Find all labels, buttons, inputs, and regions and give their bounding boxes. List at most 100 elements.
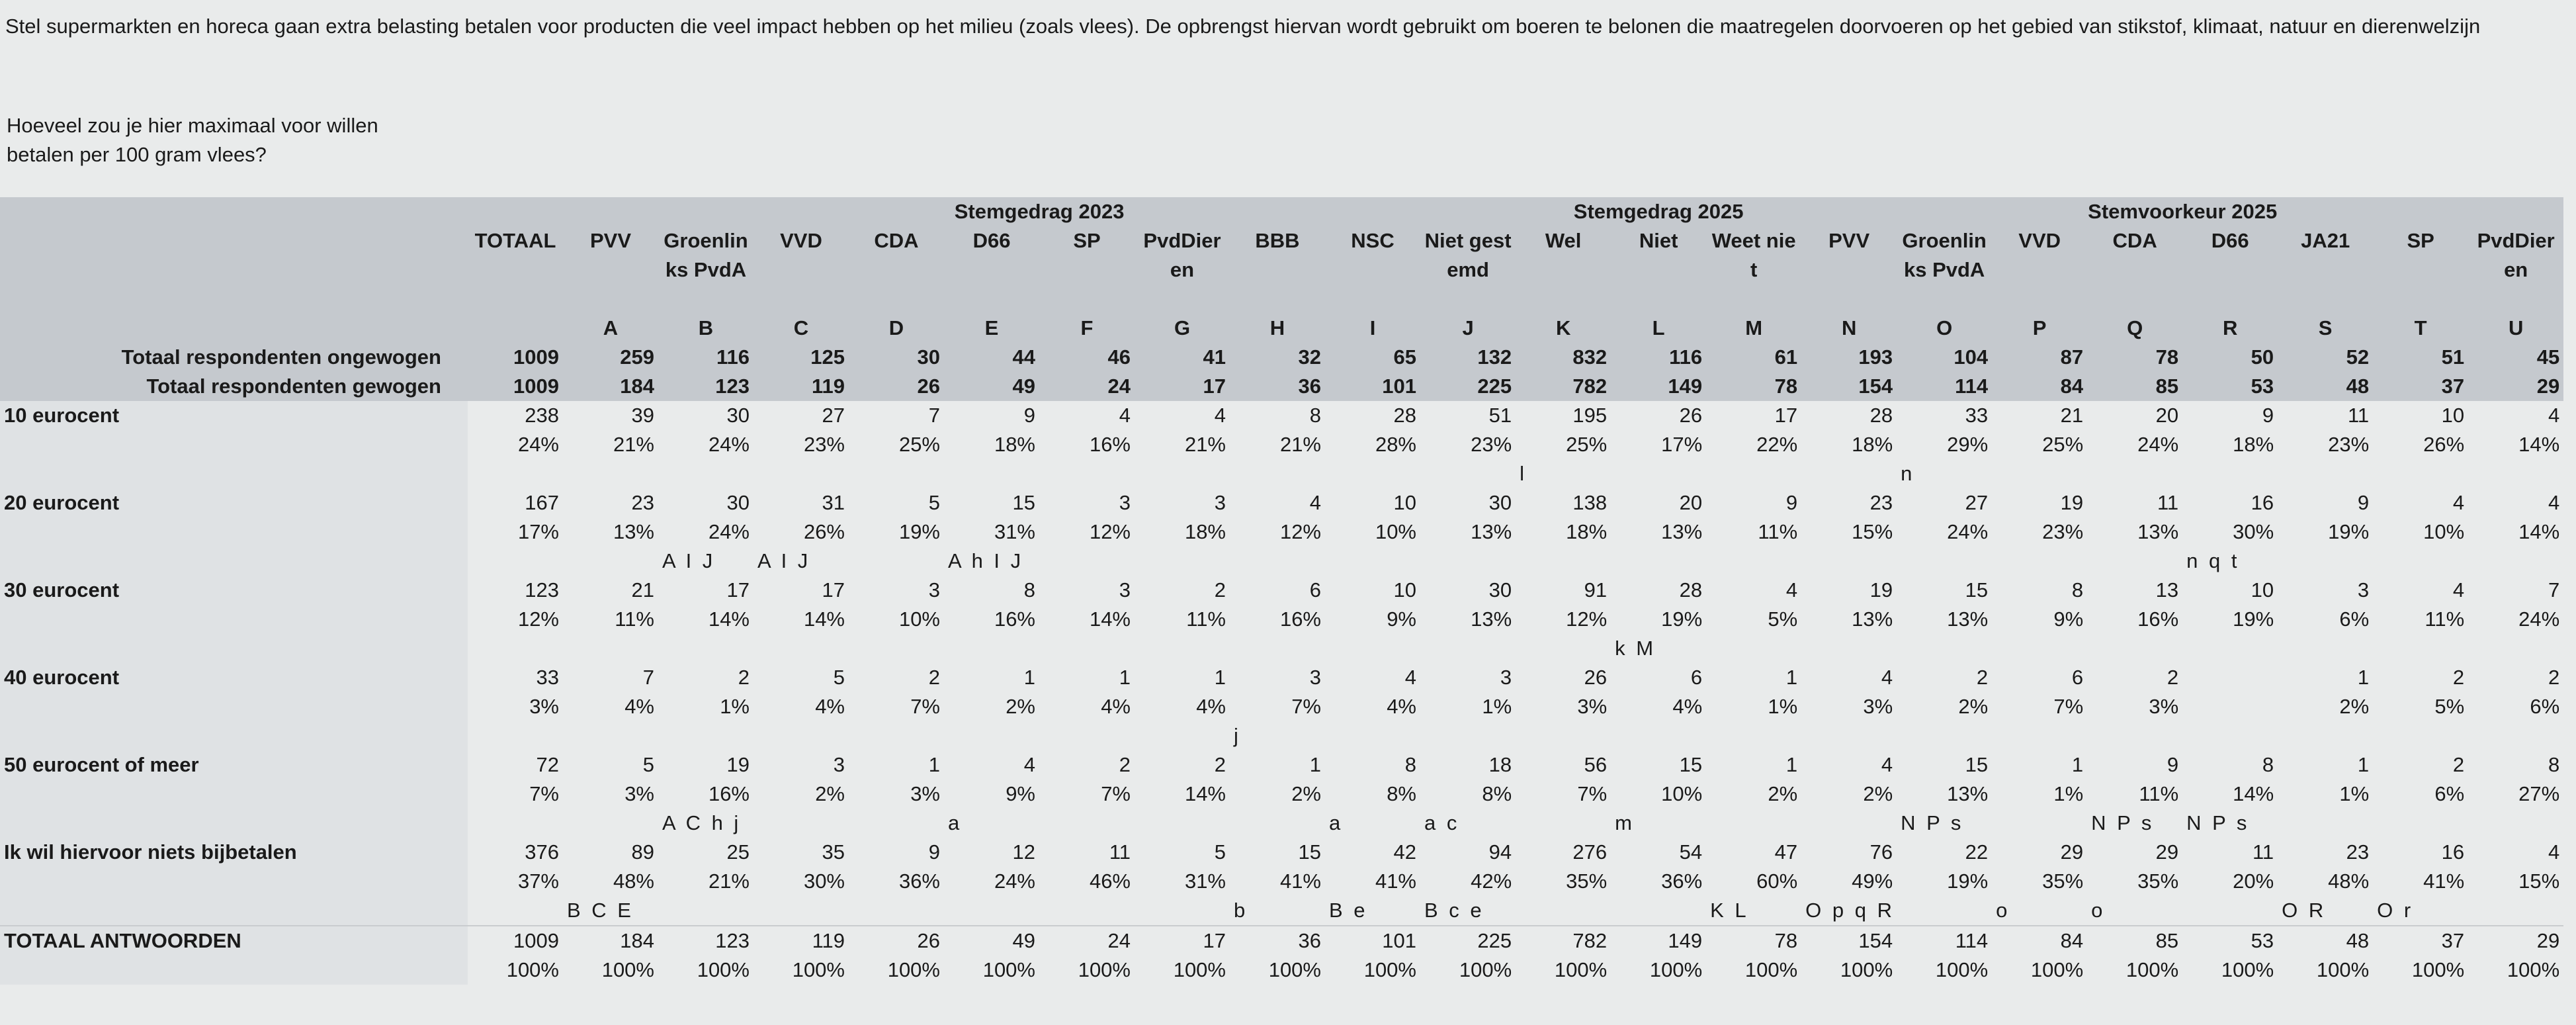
significance-cell: m bbox=[1615, 811, 1635, 834]
column-name: SP bbox=[2373, 226, 2469, 314]
significance-cell bbox=[1420, 547, 1516, 576]
intro-text: Stel supermarkten en horeca gaan extra b… bbox=[5, 15, 2481, 38]
base-value: 53 bbox=[2182, 372, 2278, 401]
significance-cell: A C h j bbox=[662, 811, 742, 834]
count-cell: 4 bbox=[2548, 840, 2560, 864]
base-value: 154 bbox=[1801, 372, 1897, 401]
count-cell: 7 bbox=[928, 404, 940, 427]
significance-cell bbox=[2468, 809, 2563, 838]
total-count: 101 bbox=[1325, 925, 1420, 956]
percent-cell: 1% bbox=[720, 695, 750, 718]
significance-cell bbox=[1801, 809, 1897, 838]
total-count: 49 bbox=[944, 925, 1039, 956]
column-name: Wel bbox=[1516, 226, 1611, 314]
count-cell: 4 bbox=[2548, 404, 2560, 427]
sig-row: j bbox=[0, 721, 2563, 750]
percent-cell: 13% bbox=[1471, 520, 1512, 543]
count-cell: 6 bbox=[1309, 578, 1321, 602]
count-cell: 7 bbox=[2548, 578, 2560, 602]
blank-cell bbox=[0, 605, 468, 634]
column-letter: H bbox=[1230, 314, 1325, 343]
percent-cell: 6% bbox=[2339, 607, 2370, 631]
percent-cell: 4% bbox=[1101, 695, 1131, 718]
column-name: CDA bbox=[2087, 226, 2183, 314]
total-percent: 100% bbox=[1363, 958, 1416, 981]
total-percent: 100% bbox=[2221, 958, 2274, 981]
percent-cell: 24% bbox=[517, 433, 559, 456]
significance-cell bbox=[1706, 459, 1801, 488]
significance-cell: O p q R bbox=[1805, 899, 1895, 922]
percent-cell: 11% bbox=[1758, 520, 1798, 543]
percent-cell: 11% bbox=[2425, 607, 2465, 631]
significance-cell bbox=[468, 634, 563, 663]
significance-cell: A I J bbox=[757, 549, 811, 572]
percent-cell: 7% bbox=[1101, 782, 1131, 805]
significance-cell bbox=[1516, 721, 1611, 750]
significance-cell bbox=[1801, 721, 1897, 750]
base-value: 116 bbox=[658, 343, 753, 372]
percent-cell: 15% bbox=[1852, 520, 1893, 543]
percent-cell: 1% bbox=[1482, 695, 1512, 718]
count-cell: 4 bbox=[2452, 578, 2465, 602]
significance-cell: O R bbox=[2282, 899, 2327, 922]
total-percent: 100% bbox=[2411, 958, 2465, 981]
count-cell: 2 bbox=[928, 666, 940, 689]
percent-cell: 14% bbox=[708, 607, 750, 631]
significance-cell bbox=[944, 459, 1039, 488]
total-percent: 100% bbox=[2316, 958, 2370, 981]
base-value: 24 bbox=[1039, 372, 1135, 401]
percent-cell: 9% bbox=[1006, 782, 1035, 805]
base-value: 29 bbox=[2468, 372, 2564, 401]
count-cell: 1 bbox=[2357, 666, 2370, 689]
count-cell: 26 bbox=[1584, 666, 1608, 689]
column-letter: K bbox=[1516, 314, 1611, 343]
percent-cell: 6% bbox=[2434, 782, 2465, 805]
column-name: BBB bbox=[1230, 226, 1325, 314]
column-name: PVV bbox=[563, 226, 658, 314]
percent-cell: 19% bbox=[2328, 520, 2370, 543]
significance-cell: o bbox=[2091, 899, 2106, 922]
percent-cell: 24% bbox=[2518, 607, 2560, 631]
percent-cell: 31% bbox=[1184, 869, 1226, 893]
percent-cell bbox=[2182, 692, 2278, 721]
percent-cell: 25% bbox=[898, 433, 940, 456]
percent-cell: 60% bbox=[1756, 869, 1798, 893]
significance-cell bbox=[468, 459, 563, 488]
count-cell: 4 bbox=[1404, 666, 1416, 689]
count-cell: 3 bbox=[2357, 578, 2370, 602]
percent-cell: 21% bbox=[1279, 433, 1321, 456]
base-value: 48 bbox=[2278, 372, 2374, 401]
column-name: VVD bbox=[753, 226, 849, 314]
count-cell: 3 bbox=[833, 753, 845, 776]
significance-cell bbox=[849, 721, 944, 750]
count-cell: 4 bbox=[1023, 753, 1035, 776]
significance-cell bbox=[468, 896, 563, 926]
percent-cell: 7% bbox=[1291, 695, 1321, 718]
significance-cell: l bbox=[1520, 462, 1527, 485]
column-letter: L bbox=[1611, 314, 1707, 343]
significance-cell bbox=[658, 459, 753, 488]
column-name: SP bbox=[1039, 226, 1135, 314]
significance-cell bbox=[563, 547, 658, 576]
significance-cell bbox=[849, 634, 944, 663]
significance-cell bbox=[1135, 896, 1230, 926]
column-name: TOTAAL bbox=[468, 226, 563, 314]
total-count: 26 bbox=[849, 925, 944, 956]
base-value: 52 bbox=[2278, 343, 2374, 372]
percent-cell: 3% bbox=[624, 782, 654, 805]
significance-cell: B c e bbox=[1424, 899, 1484, 922]
significance-cell bbox=[944, 721, 1039, 750]
percent-cell: 21% bbox=[708, 869, 750, 893]
count-cell: 4 bbox=[2452, 491, 2465, 514]
percent-cell: 3% bbox=[910, 782, 940, 805]
blank-cell bbox=[0, 867, 468, 896]
count-cell: 16 bbox=[2441, 840, 2465, 864]
count-cell: 2 bbox=[738, 666, 750, 689]
total-count: 29 bbox=[2468, 925, 2564, 956]
percent-cell: 2% bbox=[2339, 695, 2370, 718]
significance-cell bbox=[2087, 547, 2182, 576]
total-percent: 100% bbox=[1744, 958, 1798, 981]
percent-cell: 4% bbox=[1387, 695, 1416, 718]
blank-cell bbox=[0, 692, 468, 721]
count-cell: 26 bbox=[1679, 404, 1703, 427]
